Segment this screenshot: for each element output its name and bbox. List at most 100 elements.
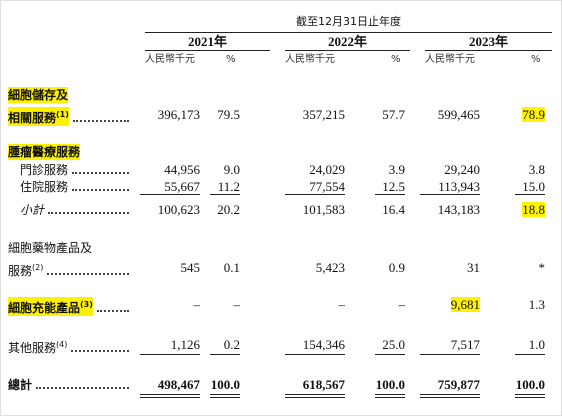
rule bbox=[145, 50, 270, 51]
value-text: 55,667 bbox=[164, 179, 200, 194]
unit-label: 人民幣千元 bbox=[285, 54, 335, 65]
label-text: 門診服務 bbox=[20, 163, 69, 177]
cell-value: 57.7 bbox=[325, 107, 405, 123]
cell-value: 18.8 bbox=[465, 202, 545, 218]
label-text: 小計 bbox=[20, 203, 45, 217]
value-text: 0.9 bbox=[388, 260, 405, 275]
row-label: 小計 bbox=[20, 202, 133, 218]
cell-value: 7,517 bbox=[400, 337, 480, 353]
unit-label: 人民幣千元 bbox=[145, 54, 195, 65]
cell-value: 15.0 bbox=[465, 179, 545, 195]
row-label: 腫瘤醫療服務 bbox=[8, 144, 133, 160]
cell-value: 0.9 bbox=[325, 260, 405, 276]
value-text: 18.8 bbox=[522, 202, 545, 217]
value-text: 79.5 bbox=[217, 107, 240, 122]
row-label: 其他服務(4) bbox=[8, 337, 133, 356]
value-text: 154,346 bbox=[302, 337, 345, 352]
period-header: 截至12月31日止年度 bbox=[296, 15, 401, 28]
unit-label: 人民幣千元 bbox=[425, 54, 475, 65]
rule bbox=[425, 50, 552, 51]
value-text: 1,126 bbox=[170, 337, 200, 352]
label-text: 細胞充能產品(3) bbox=[8, 297, 93, 316]
rule bbox=[515, 394, 545, 395]
value-text: 5,423 bbox=[315, 260, 345, 275]
rule bbox=[375, 397, 405, 398]
cell-value: 100.0 bbox=[160, 377, 240, 393]
value-text: 15.0 bbox=[522, 179, 545, 194]
cell-value: 3.8 bbox=[465, 162, 545, 178]
leader-dots bbox=[96, 310, 129, 312]
value-text: 7,517 bbox=[450, 337, 480, 352]
cell-value: 77,554 bbox=[265, 179, 345, 195]
value-text: 545 bbox=[180, 260, 201, 275]
row-label: 相關服務(1) bbox=[8, 107, 133, 126]
value-text: 12.5 bbox=[382, 179, 405, 194]
rule bbox=[515, 397, 545, 398]
percent-label: % bbox=[391, 54, 401, 65]
row-label: 住院服務 bbox=[20, 179, 133, 195]
year-header: 2021年 bbox=[187, 34, 227, 49]
cell-value: – bbox=[120, 297, 201, 313]
rule bbox=[515, 194, 545, 195]
value-text: 20.2 bbox=[217, 202, 240, 217]
cell-value: 55,667 bbox=[120, 179, 200, 195]
rule bbox=[210, 394, 240, 395]
cell-value: 396,173 bbox=[120, 107, 200, 123]
cell-value: 31 bbox=[400, 260, 480, 276]
row-label: 細胞儲存及 bbox=[8, 87, 133, 103]
value-text: 78.9 bbox=[522, 107, 545, 122]
value-text: – bbox=[338, 297, 346, 312]
cell-value: 599,465 bbox=[400, 107, 480, 123]
value-text: – bbox=[193, 297, 201, 312]
rule bbox=[420, 354, 480, 355]
cell-value: 113,943 bbox=[400, 179, 480, 195]
footnote-ref: (2) bbox=[32, 263, 44, 272]
value-text: 3.8 bbox=[528, 162, 545, 177]
row-label: 細胞藥物產品及 bbox=[8, 240, 133, 256]
cell-value: 100.0 bbox=[465, 377, 545, 393]
rule bbox=[140, 397, 200, 398]
rule bbox=[375, 394, 405, 395]
cell-value: 9.0 bbox=[160, 162, 240, 178]
cell-value: – bbox=[160, 297, 241, 313]
cell-value: 12.5 bbox=[325, 179, 405, 195]
rule bbox=[140, 354, 200, 355]
value-text: 57.7 bbox=[382, 107, 405, 122]
value-text: 113,943 bbox=[438, 179, 480, 194]
cell-value: 545 bbox=[120, 260, 201, 276]
value-text: 16.4 bbox=[382, 202, 405, 217]
rule bbox=[375, 354, 405, 355]
cell-value: 154,346 bbox=[265, 337, 345, 353]
label-text: 住院服務 bbox=[20, 180, 69, 194]
value-text: 759,877 bbox=[437, 377, 480, 392]
rule bbox=[375, 194, 405, 195]
cell-value: 29,240 bbox=[400, 162, 480, 178]
cell-value: * bbox=[465, 260, 546, 276]
rule bbox=[420, 397, 480, 398]
row-label: 門診服務 bbox=[20, 162, 133, 178]
row-label: 細胞充能產品(3) bbox=[8, 297, 133, 316]
row-label: 服務(2) bbox=[8, 260, 133, 279]
value-text: 101,583 bbox=[302, 202, 345, 217]
value-text: 24,029 bbox=[309, 162, 345, 177]
value-text: 143,183 bbox=[437, 202, 480, 217]
rule bbox=[285, 394, 345, 395]
percent-label: % bbox=[531, 54, 541, 65]
label-text: 腫瘤醫療服務 bbox=[8, 144, 81, 160]
rule bbox=[210, 397, 240, 398]
percent-label: % bbox=[226, 54, 236, 65]
leader-dots bbox=[72, 189, 129, 191]
cell-value: 498,467 bbox=[120, 377, 200, 393]
value-text: 11.2 bbox=[217, 179, 240, 194]
value-text: 1.0 bbox=[528, 337, 545, 352]
cell-value: 357,215 bbox=[265, 107, 345, 123]
cell-value: 11.2 bbox=[160, 179, 240, 195]
value-text: 396,173 bbox=[157, 107, 200, 122]
cell-value: 25.0 bbox=[325, 337, 405, 353]
leader-dots bbox=[72, 120, 129, 122]
label-text: 其他服務(4) bbox=[8, 340, 68, 355]
footnote-ref: (3) bbox=[80, 300, 93, 309]
rule bbox=[420, 394, 480, 395]
rule bbox=[140, 394, 200, 395]
year-header: 2022年 bbox=[327, 34, 367, 49]
